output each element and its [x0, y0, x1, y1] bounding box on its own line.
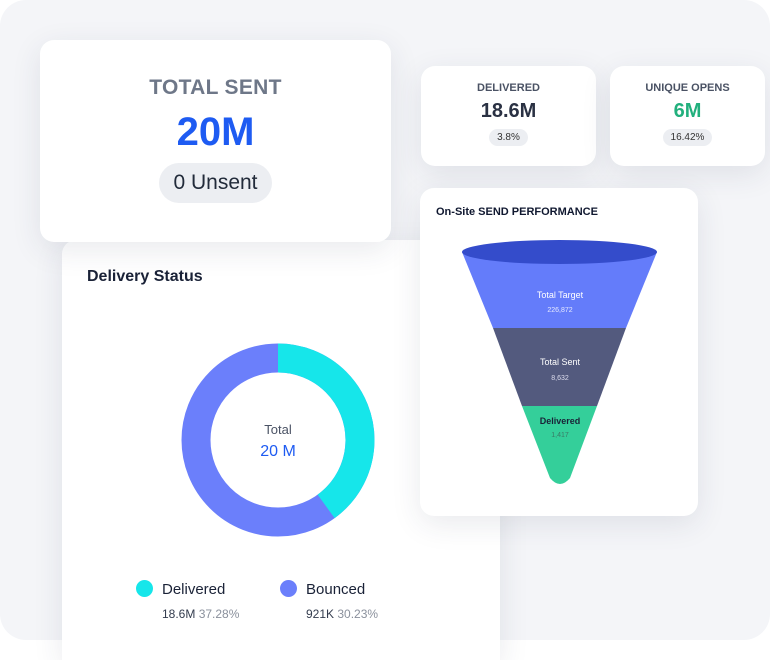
total-sent-value: 20M: [176, 110, 255, 154]
legend-delivered: Delivered: [136, 580, 225, 598]
funnel-stage-delivered: [522, 406, 597, 484]
funnel-title: On-Site SEND PERFORMANCE: [436, 206, 598, 218]
funnel-label-total-target: Total Target: [537, 290, 584, 300]
donut-center-value: 20 M: [260, 443, 296, 460]
funnel-top-rim: [462, 240, 657, 264]
funnel-label-delivered: Delivered: [540, 416, 581, 426]
total-sent-card: TOTAL SENT 20M 0 Unsent: [40, 40, 391, 242]
delivery-status-title: Delivery Status: [87, 268, 203, 285]
legend-delivered-percent: 37.28%: [198, 607, 240, 621]
unique-opens-change-badge: 16.42%: [662, 129, 713, 146]
delivered-label: DELIVERED: [477, 82, 540, 94]
funnel-chart: Total Target 226,872 Total Sent 8,632 De…: [462, 240, 657, 484]
delivered-card: DELIVERED 18.6M 3.8%: [421, 66, 596, 166]
unique-opens-card: UNIQUE OPENS 6M 16.42%: [610, 66, 765, 166]
legend-bounced-label: Bounced: [306, 581, 366, 598]
funnel-stage-total-sent: [493, 328, 626, 406]
legend-bounced-percent: 30.23%: [337, 607, 379, 621]
delivered-value: 18.6M: [480, 100, 537, 122]
bounced-dot-icon: [280, 580, 297, 597]
funnel-label-total-sent: Total Sent: [540, 357, 581, 367]
funnel-stage-total-target: [462, 252, 657, 328]
funnel-value-total-target: 226,872: [547, 307, 572, 314]
donut-chart: Total 20 M: [181, 343, 375, 537]
legend-bounced-stats: 921K 30.23%: [306, 607, 378, 621]
unsent-badge: 0 Unsent: [159, 163, 272, 203]
send-performance-card: On-Site SEND PERFORMANCE Total Target 22…: [420, 188, 698, 516]
legend-delivered-stats: 18.6M 37.28%: [162, 607, 239, 621]
unique-opens-value: 6M: [673, 100, 702, 122]
funnel-value-delivered: 1,417: [551, 432, 569, 439]
legend-delivered-label: Delivered: [162, 581, 226, 598]
donut-delivered-segment: [181, 343, 375, 537]
legend-bounced-value: 921K: [306, 607, 335, 621]
unique-opens-label: UNIQUE OPENS: [645, 82, 730, 94]
legend-bounced: Bounced: [280, 580, 365, 598]
funnel-value-total-sent: 8,632: [551, 375, 569, 382]
legend-delivered-value: 18.6M: [162, 607, 196, 621]
total-sent-title: TOTAL SENT: [149, 76, 282, 99]
delivered-dot-icon: [136, 580, 153, 597]
delivered-change-badge: 3.8%: [489, 129, 528, 146]
donut-center-label: Total: [264, 422, 292, 437]
